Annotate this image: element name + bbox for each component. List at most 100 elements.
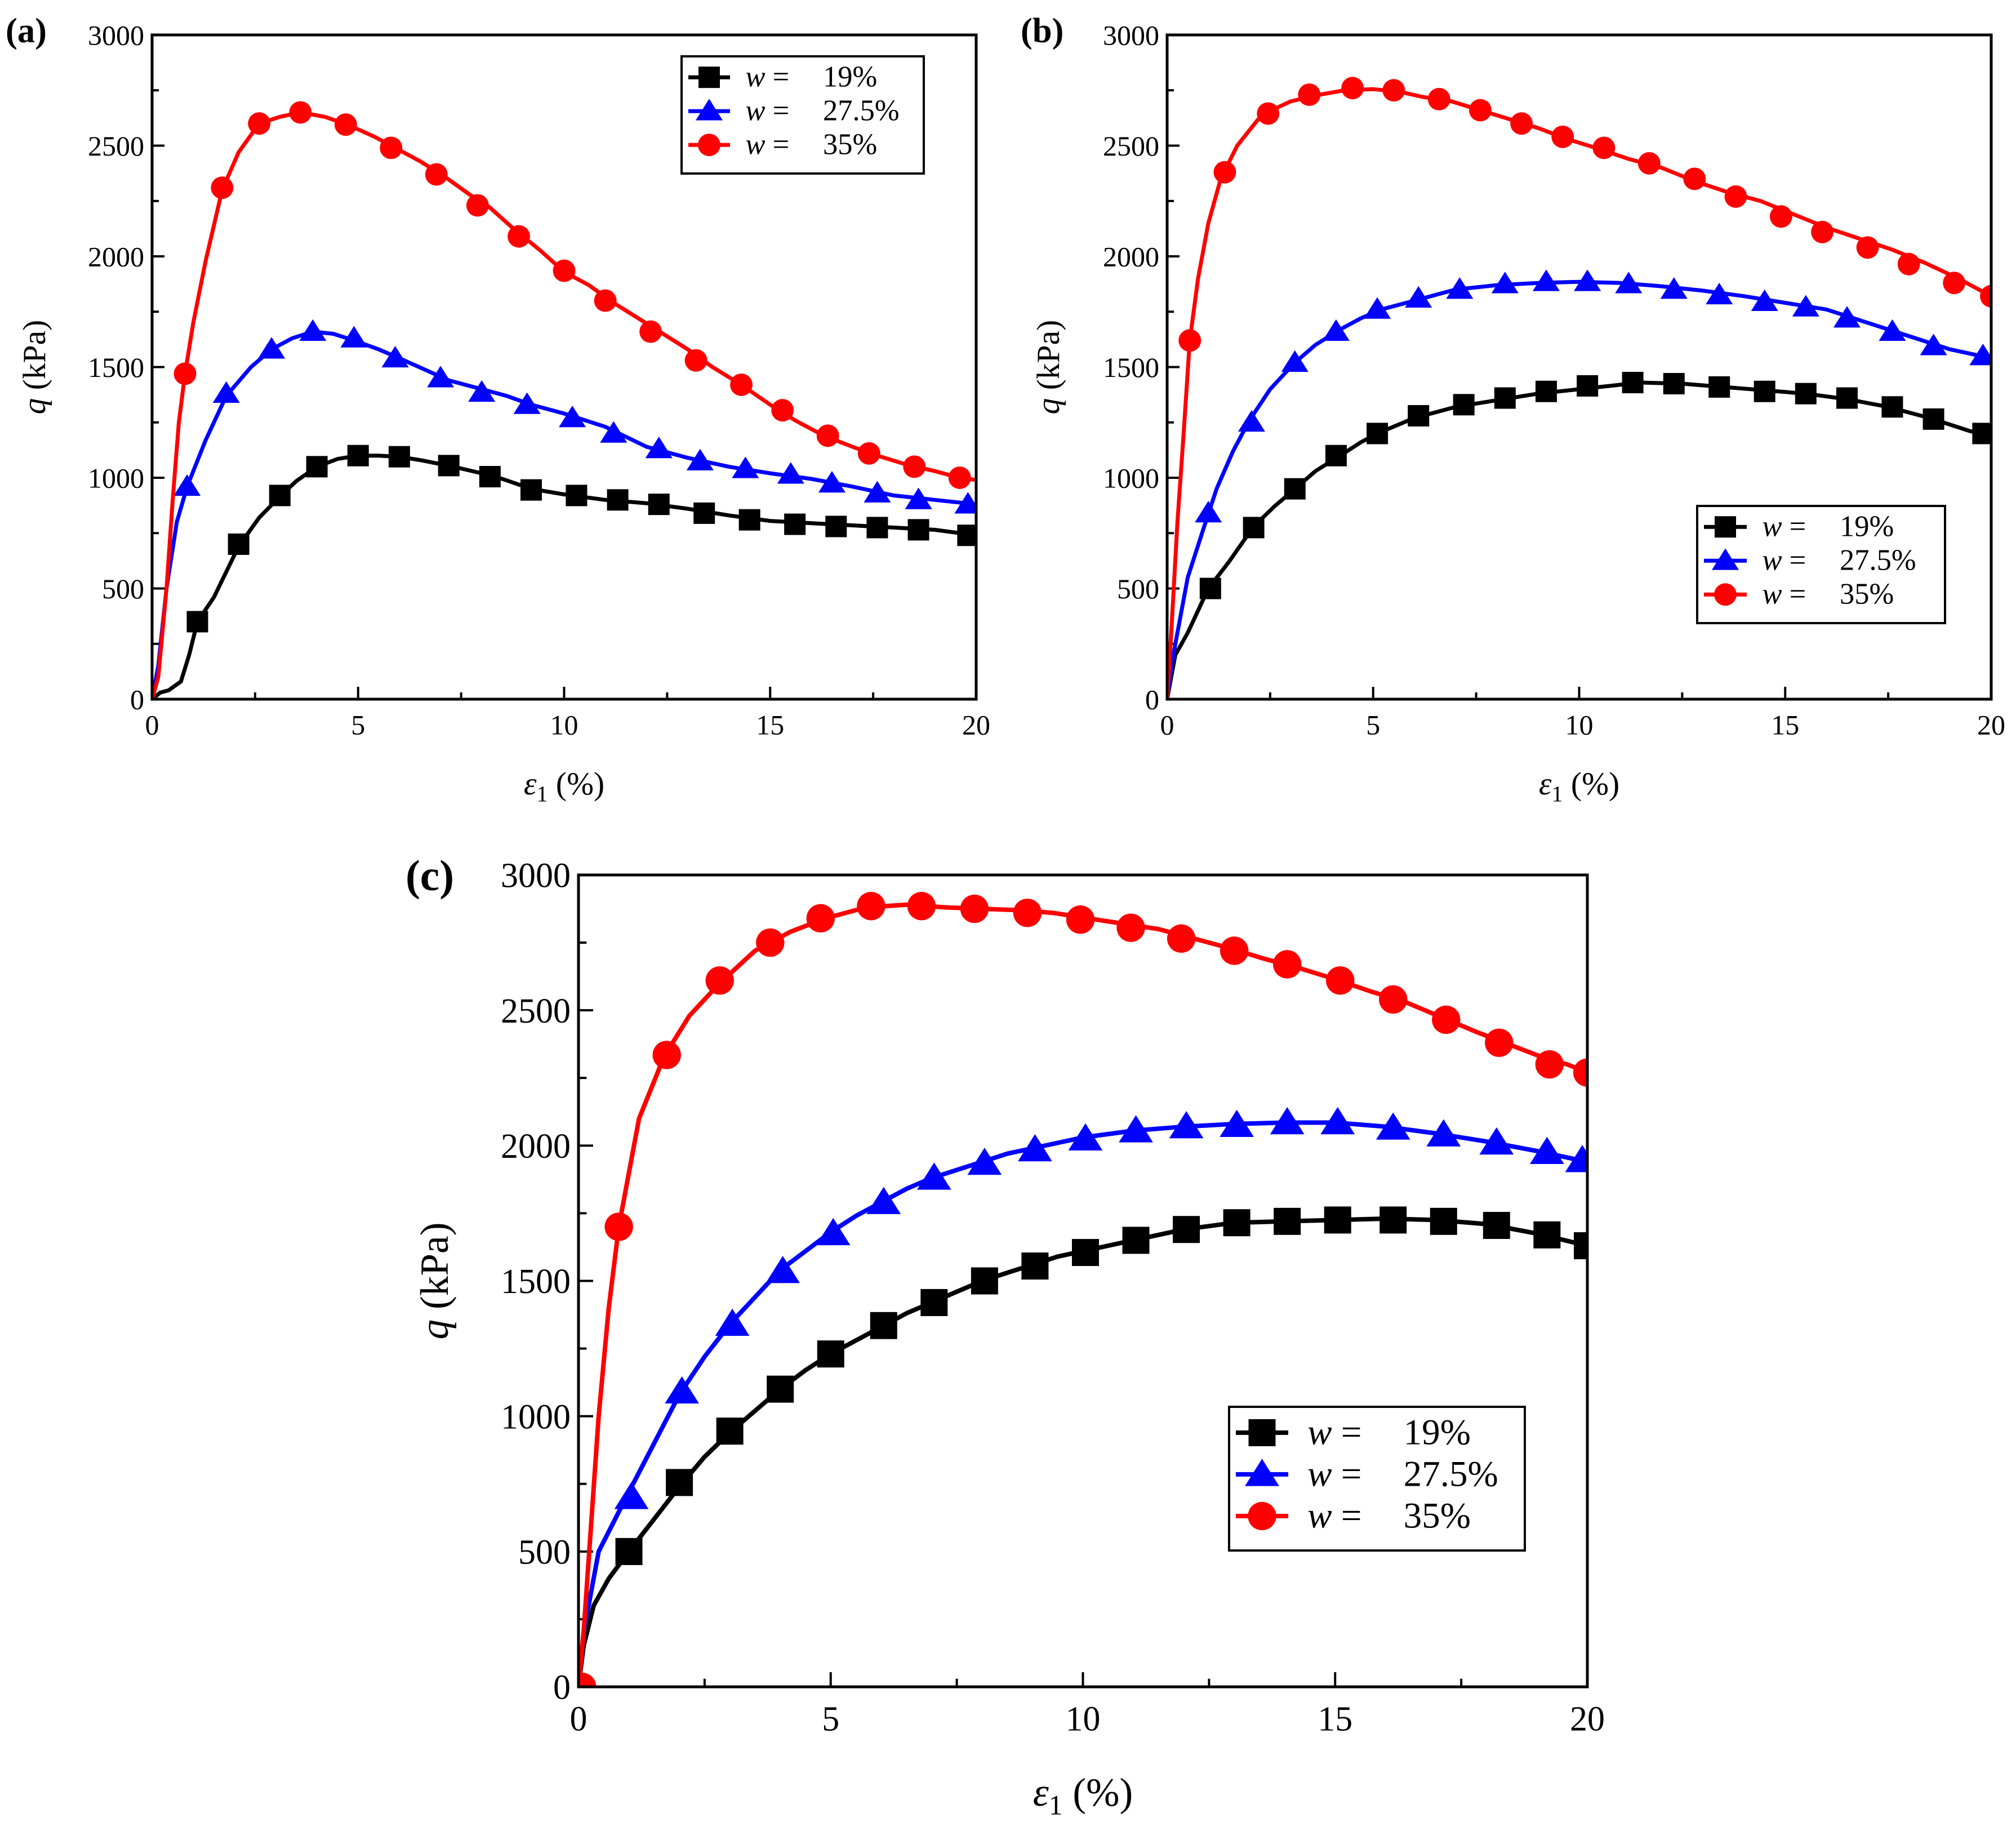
legend-label: w =: [746, 128, 790, 161]
data-point: [306, 456, 328, 478]
data-point: [212, 381, 240, 403]
data-point: [1430, 1207, 1457, 1235]
legend-marker: [1714, 583, 1737, 606]
data-point: [1326, 966, 1355, 995]
data-point: [186, 611, 208, 633]
data-point: [771, 399, 794, 422]
data-point: [1897, 252, 1920, 276]
data-point: [1274, 1207, 1301, 1235]
y-tick-label: 500: [518, 1534, 571, 1572]
data-point: [1167, 924, 1196, 953]
legend-label: w =: [1307, 1454, 1361, 1494]
data-point: [1980, 285, 1991, 308]
x-tick-label: 10: [1066, 1700, 1101, 1739]
data-point: [173, 362, 197, 385]
chart-panel: 0 500 1000 1500 2000 2500 3000 0 5 10 15 20 (b) q (kP…: [1021, 11, 2005, 807]
y-tick-label: 500: [1117, 573, 1159, 605]
legend-marker: [1248, 1501, 1276, 1531]
data-point: [1426, 1119, 1461, 1147]
legend-marker: [1711, 548, 1739, 570]
y-tick-label: 1500: [88, 352, 144, 383]
data-point: [248, 112, 271, 135]
data-point: [1322, 319, 1350, 341]
data-point: [920, 1289, 948, 1316]
data-point: [594, 289, 617, 312]
data-point: [1856, 236, 1879, 259]
legend-marker: [698, 134, 720, 157]
legend-label: w =: [746, 61, 790, 94]
panel-label: (a): [6, 11, 47, 50]
data-point: [645, 437, 673, 459]
y-tick-label: 1500: [501, 1263, 571, 1301]
y-tick-label: 0: [130, 684, 144, 716]
x-tick-label: 0: [145, 709, 159, 741]
data-point: [1223, 1209, 1250, 1237]
legend-marker: [695, 99, 723, 121]
data-point: [258, 337, 286, 359]
series: [1167, 372, 1991, 699]
data-point: [648, 494, 670, 516]
y-tick-label: 2000: [501, 1127, 571, 1166]
series: [1167, 269, 1991, 699]
data-point: [614, 1482, 649, 1509]
data-point: [1379, 1206, 1407, 1234]
data-point: [1573, 1058, 1587, 1087]
data-point: [1298, 83, 1321, 106]
data-point: [665, 1376, 699, 1404]
series: [1167, 77, 1991, 699]
data-point: [1491, 272, 1519, 294]
data-point: [905, 487, 932, 509]
data-point: [1320, 1107, 1355, 1135]
legend-label: w =: [1763, 544, 1806, 577]
data-point: [1574, 1232, 1587, 1260]
data-point: [866, 517, 888, 539]
data-point: [1379, 985, 1408, 1014]
data-point: [1325, 445, 1347, 467]
data-point: [816, 424, 839, 447]
legend-marker: [1245, 1459, 1279, 1486]
data-point: [1243, 517, 1265, 539]
x-tick-label: 0: [570, 1700, 588, 1739]
legend-value: 19%: [1404, 1412, 1471, 1452]
series-line: [152, 330, 976, 699]
x-tick-label: 5: [351, 709, 365, 741]
data-point: [388, 446, 410, 468]
data-point: [1199, 577, 1221, 599]
series: [152, 101, 976, 699]
y-tick-label: 2500: [88, 130, 144, 162]
data-point: [715, 1308, 750, 1336]
data-point: [948, 467, 971, 489]
y-tick-label: 0: [553, 1669, 571, 1707]
data-point: [604, 1212, 633, 1241]
data-point: [1592, 136, 1616, 159]
data-point: [1169, 1111, 1204, 1139]
data-point: [766, 1256, 800, 1283]
y-tick-label: 2500: [1103, 130, 1159, 162]
data-point: [289, 101, 312, 124]
data-point: [381, 345, 409, 368]
data-point: [1066, 905, 1095, 934]
data-point: [1751, 289, 1778, 311]
data-point: [756, 928, 785, 957]
data-point: [1021, 1252, 1049, 1280]
data-point: [1446, 277, 1474, 299]
data-point: [1018, 1134, 1052, 1162]
data-point: [1220, 936, 1249, 965]
data-point: [1769, 205, 1792, 228]
y-tick-label: 2000: [88, 241, 144, 273]
data-point: [1972, 423, 1991, 445]
x-tick-label: 5: [822, 1700, 839, 1739]
legend: w = 19% w = 27.5% w = 35%: [1696, 505, 1946, 624]
data-point: [857, 442, 880, 465]
panel-label: (b): [1021, 11, 1063, 50]
data-point: [1270, 1107, 1305, 1135]
data-point: [211, 176, 234, 199]
data-point: [1795, 383, 1817, 405]
y-tick-label: 1500: [1103, 352, 1159, 383]
data-point: [1257, 102, 1280, 125]
data-point: [269, 485, 291, 507]
data-point: [1724, 185, 1747, 208]
data-point: [1565, 1145, 1587, 1172]
data-point: [1238, 410, 1265, 432]
data-point: [1405, 286, 1432, 308]
